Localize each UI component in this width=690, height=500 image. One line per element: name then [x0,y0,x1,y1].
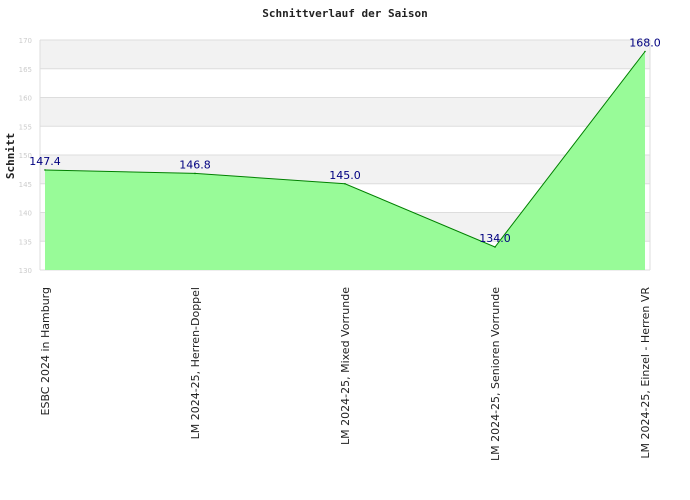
plot-band [40,97,650,127]
y-tick-label: 155 [19,123,32,131]
x-tick-label: LM 2024-25, Herren-Doppel [189,287,202,439]
y-tick-label: 150 [19,152,32,160]
plot-band [40,68,650,98]
x-tick-label: LM 2024-25, Mixed Vorrunde [339,287,352,445]
x-tick-label: LM 2024-25, Einzel - Herren VR [639,287,652,459]
data-labels: 147.4 146.8 145.0 134.0 168.0 [29,37,661,246]
y-tick-label: 170 [19,37,32,45]
data-label: 134.0 [479,232,511,245]
y-axis-label: Schnitt [4,133,17,179]
data-label: 145.0 [329,169,361,182]
data-label: 168.0 [629,37,661,50]
chart-title: Schnittverlauf der Saison [262,7,428,20]
y-tick-labels: 130 135 140 145 150 155 160 165 170 [19,37,32,275]
y-tick-label: 145 [19,181,32,189]
area-fill [45,51,645,270]
plot-band [40,40,650,69]
data-point [644,50,646,53]
x-tick-labels: ESBC 2024 in Hamburg LM 2024-25, Herren-D… [39,287,652,461]
y-tick-label: 135 [19,238,32,246]
area-layer [44,50,646,270]
y-tick-label: 140 [19,210,32,218]
data-label: 146.8 [179,158,211,171]
x-tick-label: LM 2024-25, Senioren Vorrunde [489,287,502,461]
plot-band [40,126,650,155]
data-point [44,169,46,171]
y-tick-label: 160 [19,95,32,103]
y-tick-label: 130 [19,267,32,275]
data-point [494,246,496,248]
data-point [344,182,346,185]
data-label: 147.4 [29,155,61,168]
data-point [194,172,196,175]
y-tick-label: 165 [19,66,32,74]
x-tick-label: ESBC 2024 in Hamburg [39,287,52,415]
